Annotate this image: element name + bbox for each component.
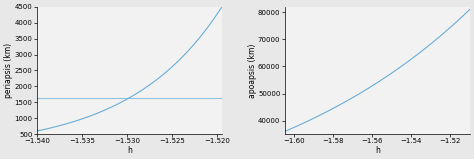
X-axis label: h: h: [127, 146, 132, 155]
X-axis label: h: h: [375, 146, 380, 155]
Y-axis label: apoapsis (km): apoapsis (km): [247, 43, 256, 98]
Y-axis label: periapsis (km): periapsis (km): [4, 43, 13, 98]
